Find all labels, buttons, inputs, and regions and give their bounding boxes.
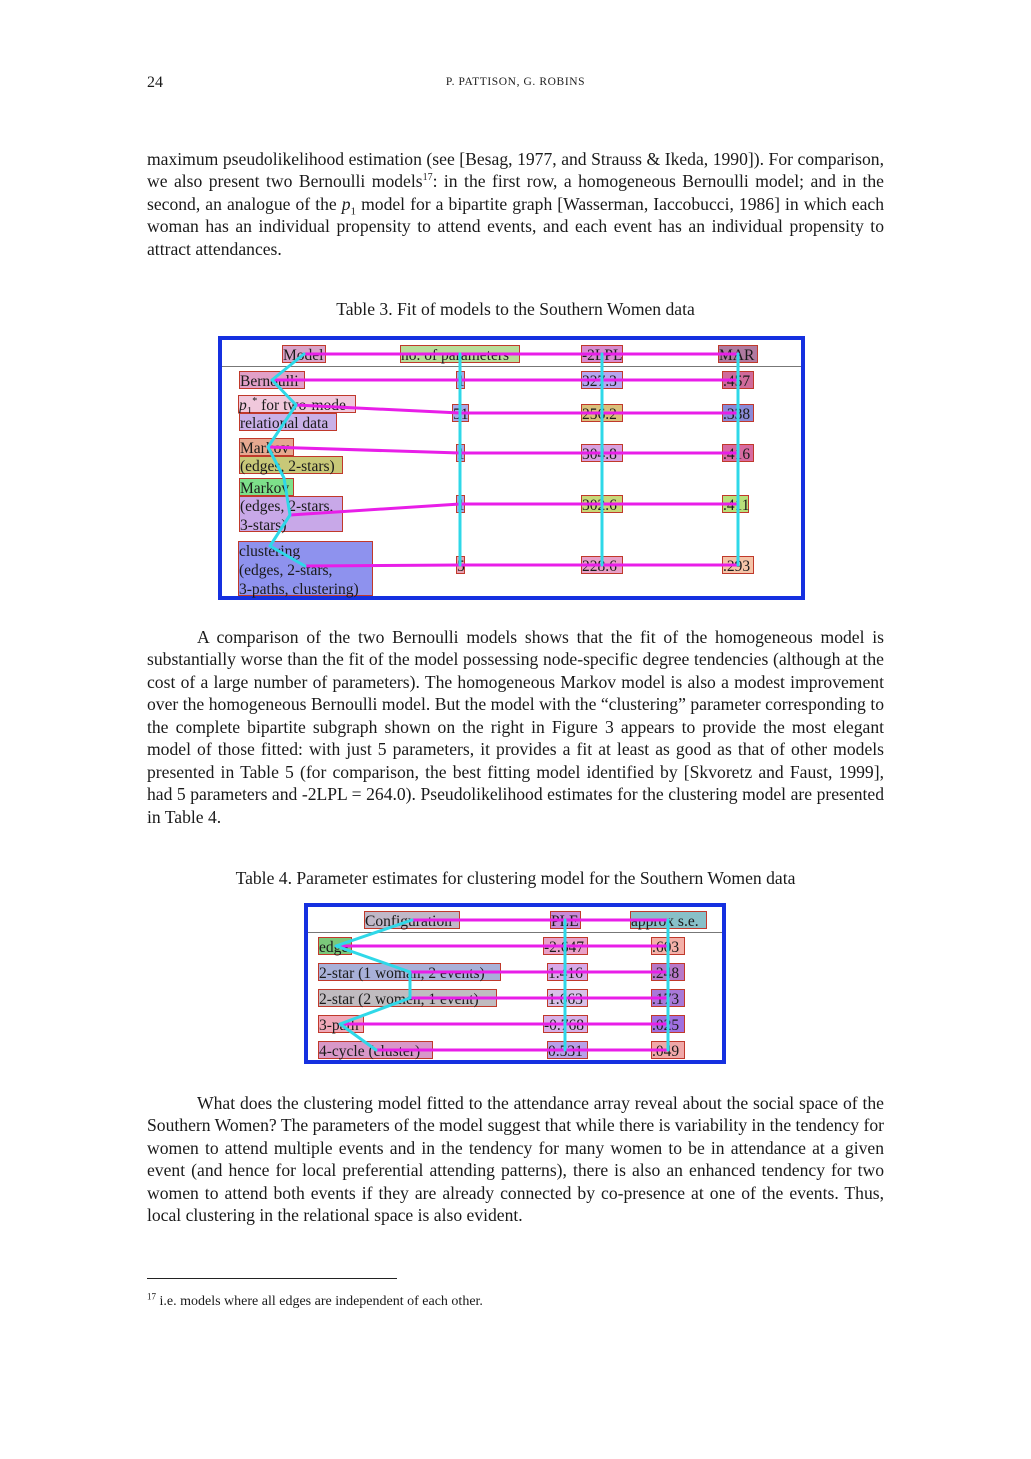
table3-header-params: no. of parameters	[400, 345, 520, 364]
table4-ple-cell: -0.768	[543, 1015, 588, 1034]
table4-ple-cell: -2.647	[543, 937, 588, 956]
table3-params-cell: 1	[456, 495, 465, 514]
table4-header-rule	[308, 932, 722, 933]
table4-config-cell: 4-cycle (cluster)	[318, 1041, 433, 1060]
table3-lpl-cell: 304.8	[581, 444, 623, 463]
table4-se-cell: .049	[651, 1041, 685, 1060]
intro-paragraph: maximum pseudolikelihood estimation (see…	[147, 149, 884, 259]
table3-mar-cell: .457	[722, 371, 754, 390]
table3-mar-cell: .416	[722, 444, 754, 463]
table3-model-markov-line2: (edges, 2-stars)	[239, 456, 343, 475]
comparison-paragraph: A comparison of the two Bernoulli models…	[147, 627, 884, 827]
table3-model-markov3-line1: Markov	[239, 478, 294, 497]
table4-ple-cell: 0.531	[547, 1041, 588, 1060]
table4-ple-cell: 1.663	[547, 989, 588, 1008]
table4-config-cell: 2-star (2 women, 1 event)	[318, 989, 497, 1008]
table3-model-p1-line1: p1* for two-mode	[238, 395, 356, 417]
table4-caption: Table 4. Parameter estimates for cluster…	[235, 868, 796, 888]
table3-model-bernoulli: Bernoulli	[239, 371, 305, 390]
table3-caption: Table 3. Fit of models to the Southern W…	[336, 299, 695, 319]
page-number: 24	[147, 74, 163, 91]
table3-model-markov-line1: Markov	[239, 438, 294, 457]
table3-params-cell: 5	[456, 556, 465, 575]
table3-lpl-cell: 256.2	[581, 404, 623, 423]
table3-mar-cell: .338	[722, 404, 754, 423]
table3-header-lpl: -2LPL	[581, 345, 623, 364]
table4-se-cell: .248	[651, 963, 685, 982]
table3-lpl-cell: 302.6	[581, 495, 623, 514]
footnote-ref: 17	[422, 172, 433, 184]
table4-se-cell: .025	[651, 1015, 685, 1034]
table4-se-cell: .173	[651, 989, 685, 1008]
table4-config-cell: 2-star (1 woman, 2 events)	[318, 963, 501, 982]
table4-ple-cell: 1.416	[547, 963, 588, 982]
table3-lpl-cell: 228.6	[581, 556, 623, 575]
table4-se-cell: .603	[651, 937, 685, 956]
table3-model-markov3-lines: (edges, 2-stars, 3-stars)	[239, 496, 343, 534]
table3-params-cell: 1	[456, 444, 465, 463]
table3-lpl-cell: 327.3	[581, 371, 623, 390]
table4-header-config: Configuration	[364, 911, 460, 930]
table3-frame	[218, 336, 805, 600]
table3-header-rule	[222, 366, 801, 367]
table4-header-ple: PLE	[550, 911, 581, 930]
table4-frame	[304, 903, 726, 1064]
table3-model-clustering: clustering (edges, 2-stars, 3-paths, clu…	[238, 541, 373, 598]
table3-mar-cell: .293	[722, 556, 754, 575]
table3-header-mar: MAR	[718, 345, 758, 364]
running-header-authors: P. PATTISON, G. ROBINS	[445, 76, 586, 88]
footnote: 17 i.e. models where all edges are indep…	[147, 1291, 483, 1309]
table3-params-cell: 51	[452, 404, 469, 423]
table3-mar-cell: .411	[722, 495, 750, 514]
table4-config-cell: 3-path	[318, 1015, 364, 1034]
table3-model-p1-line2: relational data	[239, 413, 337, 432]
footnote-rule	[147, 1278, 397, 1279]
table4-config-cell: edge	[318, 937, 352, 956]
table3-header-model: Model	[282, 345, 326, 364]
table3-params-cell: 1	[456, 371, 465, 390]
table4-header-se: approx s.e.	[630, 911, 707, 930]
final-paragraph: What does the clustering model fitted to…	[147, 1093, 884, 1226]
